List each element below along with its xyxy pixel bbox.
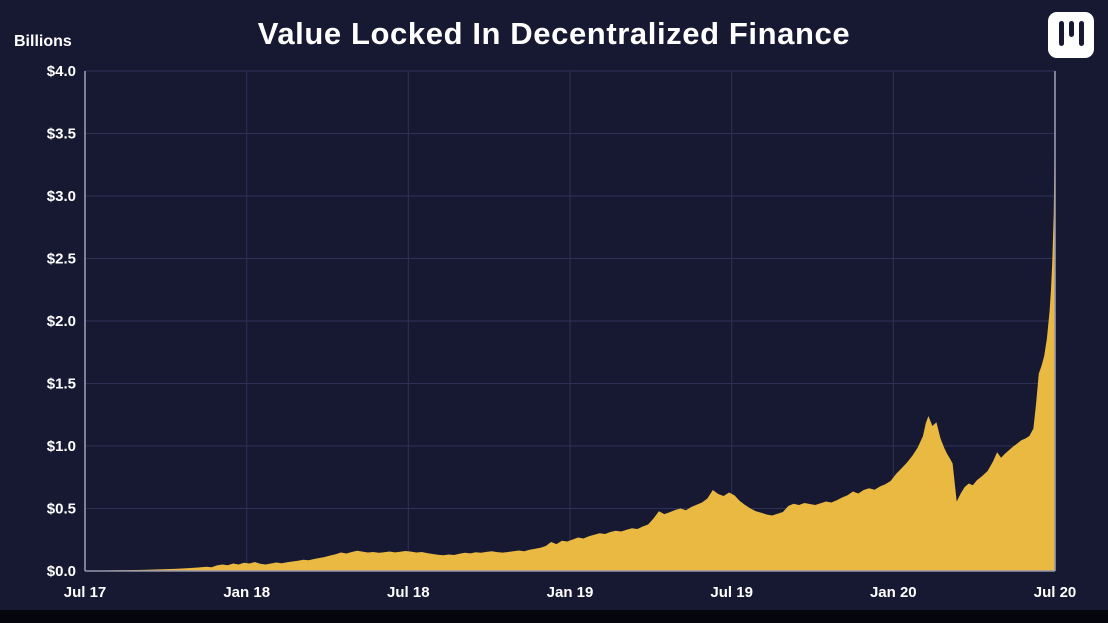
svg-text:$2.0: $2.0 xyxy=(47,313,76,330)
svg-text:$1.5: $1.5 xyxy=(47,376,76,393)
svg-text:Jul 20: Jul 20 xyxy=(1034,584,1077,601)
logo-bar-left xyxy=(1058,21,1064,46)
svg-text:$3.5: $3.5 xyxy=(47,126,76,143)
svg-text:Jul 19: Jul 19 xyxy=(710,584,753,601)
svg-text:Jan 20: Jan 20 xyxy=(870,584,917,601)
logo-bar-middle xyxy=(1068,21,1074,37)
svg-text:$0.0: $0.0 xyxy=(47,563,76,580)
y-axis-units-label: Billions xyxy=(14,33,72,50)
bottom-bar xyxy=(0,610,1108,623)
logo-bar-right xyxy=(1078,21,1084,46)
three-bars-brand-logo-icon xyxy=(1048,12,1094,58)
svg-text:Jan 19: Jan 19 xyxy=(547,584,594,601)
svg-text:Jul 17: Jul 17 xyxy=(64,584,107,601)
chart-title: Value Locked In Decentralized Finance xyxy=(257,16,851,51)
svg-text:$1.0: $1.0 xyxy=(47,438,76,455)
svg-text:Jan 18: Jan 18 xyxy=(223,584,270,601)
svg-text:Jul 18: Jul 18 xyxy=(387,584,430,601)
svg-text:$0.5: $0.5 xyxy=(47,501,76,518)
svg-text:$2.5: $2.5 xyxy=(47,251,76,268)
svg-text:$4.0: $4.0 xyxy=(47,63,76,80)
svg-text:$3.0: $3.0 xyxy=(47,188,76,205)
